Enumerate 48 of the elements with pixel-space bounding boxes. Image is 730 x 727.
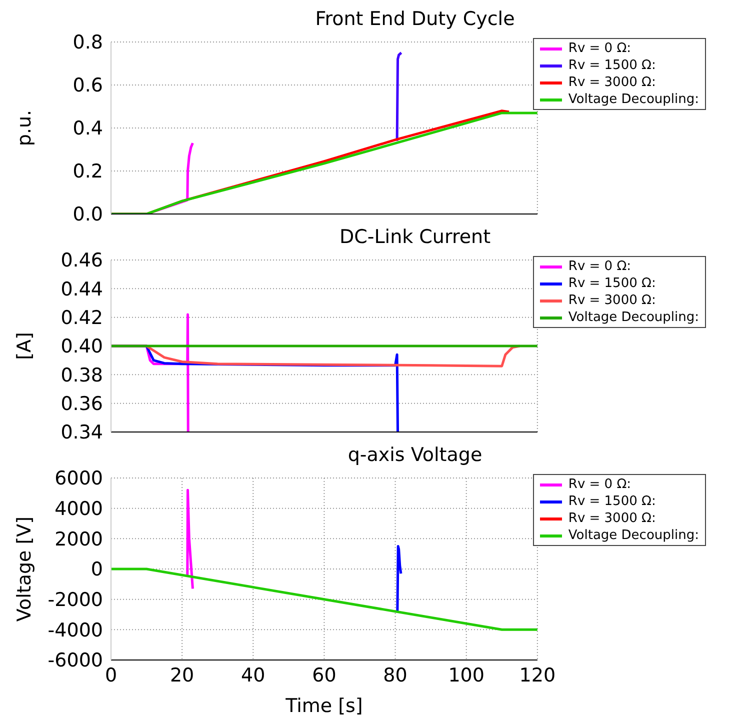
x-axis-title: Time [s] (284, 695, 363, 717)
y-tick-label: 0.8 (72, 32, 103, 54)
legend-label: Voltage Decoupling: (568, 527, 699, 544)
y-tick-label: -2000 (48, 589, 103, 612)
y-tick-label: -4000 (48, 619, 103, 642)
legend-label: Rv = 3000 Ω: (568, 74, 656, 91)
y-axis-title: p.u. (14, 110, 36, 146)
legend-label: Rv = 1500 Ω: (568, 57, 656, 74)
y-tick-label: 0.0 (72, 204, 103, 226)
y-axis-title: [A] (14, 332, 36, 360)
y-tick-label: 0.36 (60, 393, 103, 416)
legend-label: Rv = 0 Ω: (568, 40, 632, 57)
line-series (396, 52, 403, 142)
line-series (396, 545, 402, 613)
y-tick-label: -6000 (48, 650, 103, 672)
x-tick-label: 100 (448, 664, 484, 686)
legend-label: Voltage Decoupling: (568, 309, 699, 326)
y-tick-label: 0.6 (72, 74, 103, 97)
legend-label: Rv = 3000 Ω: (568, 292, 656, 309)
y-tick-label: 0 (90, 558, 103, 581)
y-tick-label: 0.34 (60, 422, 103, 444)
legend-label: Rv = 0 Ω: (568, 476, 632, 493)
line-series (186, 488, 194, 590)
x-tick-label: 20 (170, 664, 194, 686)
chart-title: q-axis Voltage (346, 444, 484, 466)
y-tick-label: 0.42 (60, 307, 103, 330)
x-tick-label: 60 (312, 664, 336, 686)
chart-title: DC-Link Current (338, 226, 492, 248)
legend-label: Rv = 1500 Ω: (568, 493, 656, 510)
legend-label: Rv = 3000 Ω: (568, 510, 656, 527)
legend-label: Rv = 0 Ω: (568, 258, 632, 275)
y-axis-title: Voltage [V] (14, 516, 36, 622)
chart-title: Front End Duty Cycle (314, 8, 516, 30)
x-tick-label: 0 (104, 664, 118, 686)
y-tick-label: 0.2 (72, 160, 103, 183)
legend-label: Voltage Decoupling: (568, 91, 699, 108)
y-tick-label: 0.44 (60, 278, 103, 300)
y-tick-label: 0.40 (60, 336, 103, 358)
y-tick-label: 2000 (54, 528, 103, 550)
y-tick-label: 4000 (54, 498, 103, 520)
y-tick-label: 0.46 (60, 250, 103, 272)
y-tick-label: 6000 (54, 468, 103, 490)
x-tick-label: 80 (383, 664, 408, 686)
x-tick-label: 40 (241, 664, 266, 686)
x-tick-label: 120 (519, 664, 556, 686)
y-tick-label: 0.4 (72, 118, 103, 140)
y-tick-label: 0.38 (60, 364, 103, 386)
legend-label: Rv = 1500 Ω: (568, 275, 656, 292)
